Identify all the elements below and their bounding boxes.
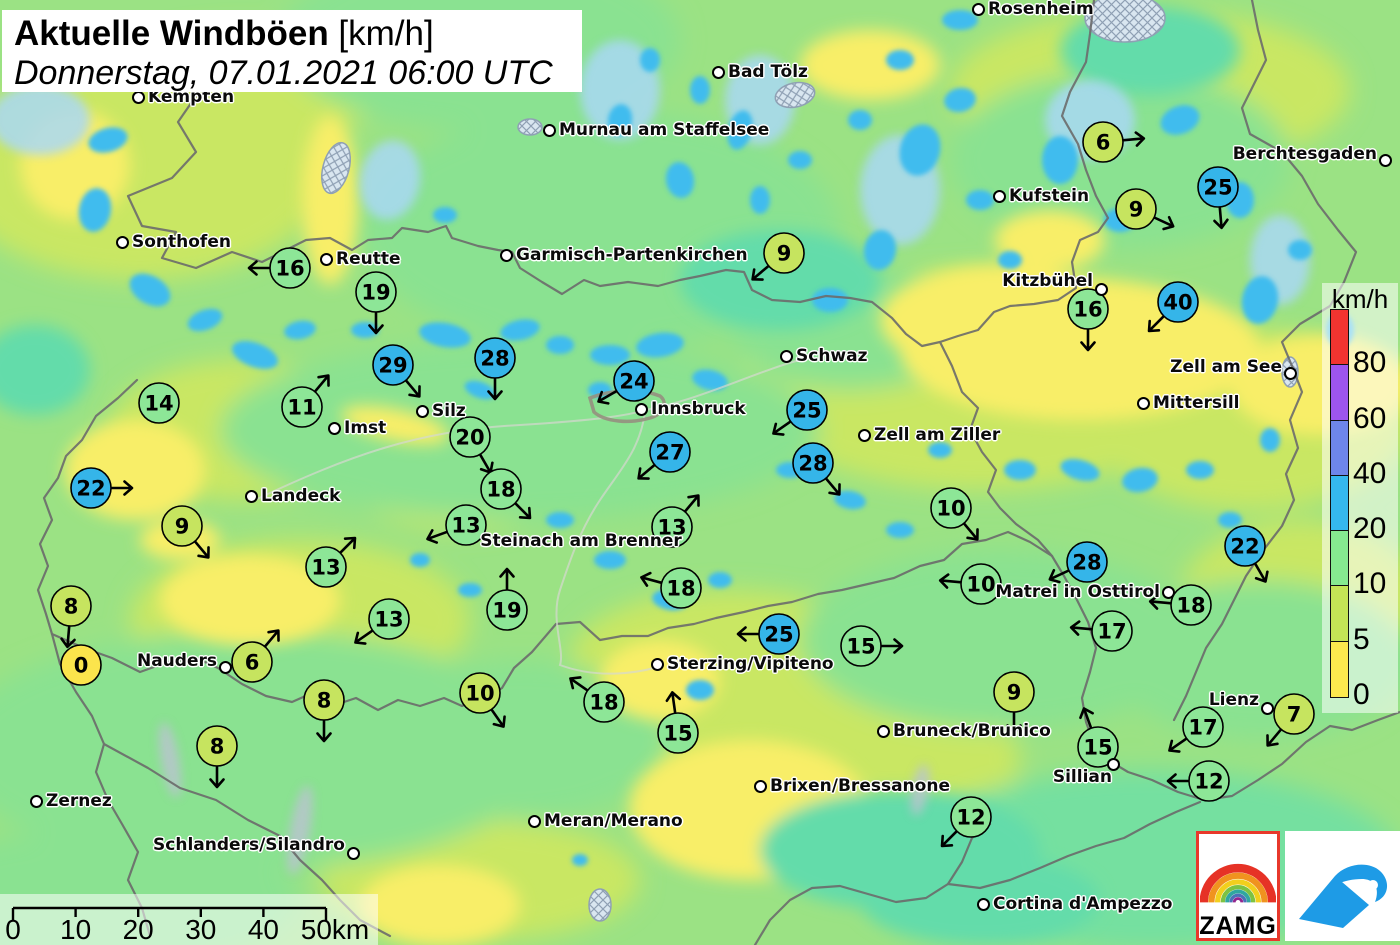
mountain-wind-icon <box>1299 864 1388 928</box>
scale-bar: 0 10 20 30 40 50km <box>0 894 378 945</box>
partner-logo <box>1285 831 1400 941</box>
legend-band <box>1331 365 1348 421</box>
scale-tick-label: 50km <box>301 914 369 945</box>
zamg-logo: ZAMG <box>1196 831 1280 941</box>
legend-tick-label: 10 <box>1353 567 1387 601</box>
legend-band <box>1331 420 1348 476</box>
legend-band <box>1331 641 1348 697</box>
scale-tick-label: 0 <box>5 914 21 945</box>
legend-band <box>1331 310 1348 366</box>
zamg-wordmark: ZAMG <box>1199 912 1277 940</box>
scale-tick-label: 30 <box>185 914 216 945</box>
legend-tick-label: 60 <box>1353 401 1387 435</box>
legend-color-bar <box>1330 309 1349 698</box>
map-subtitle: Donnerstag, 07.01.2021 06:00 UTC <box>14 54 553 92</box>
title-card: Aktuelle Windböen [km/h] Donnerstag, 07.… <box>2 10 582 92</box>
legend-band <box>1331 586 1348 642</box>
legend-tick-label: 5 <box>1353 622 1370 656</box>
scale-tick-label: 10 <box>60 914 91 945</box>
map-title: Aktuelle Windböen [km/h] <box>14 14 570 54</box>
scale-tick-label: 20 <box>123 914 154 945</box>
legend-tick-label: 40 <box>1353 456 1387 490</box>
map-title-unit: [km/h] <box>328 14 434 53</box>
zamg-rainbow-icon <box>1199 863 1277 903</box>
legend-tick-label: 0 <box>1353 678 1370 711</box>
scale-bar-graphic: 0 10 20 30 40 50km <box>5 906 369 945</box>
legend-band <box>1331 475 1348 532</box>
legend-tick-label: 20 <box>1353 512 1387 546</box>
map-title-bold: Aktuelle Windböen <box>14 14 329 53</box>
legend-band <box>1331 531 1348 587</box>
scale-tick-label: 40 <box>248 914 279 945</box>
legend-tick-label: 80 <box>1353 346 1387 380</box>
legend: km/h 80 60 40 20 10 5 0 <box>1322 283 1398 713</box>
